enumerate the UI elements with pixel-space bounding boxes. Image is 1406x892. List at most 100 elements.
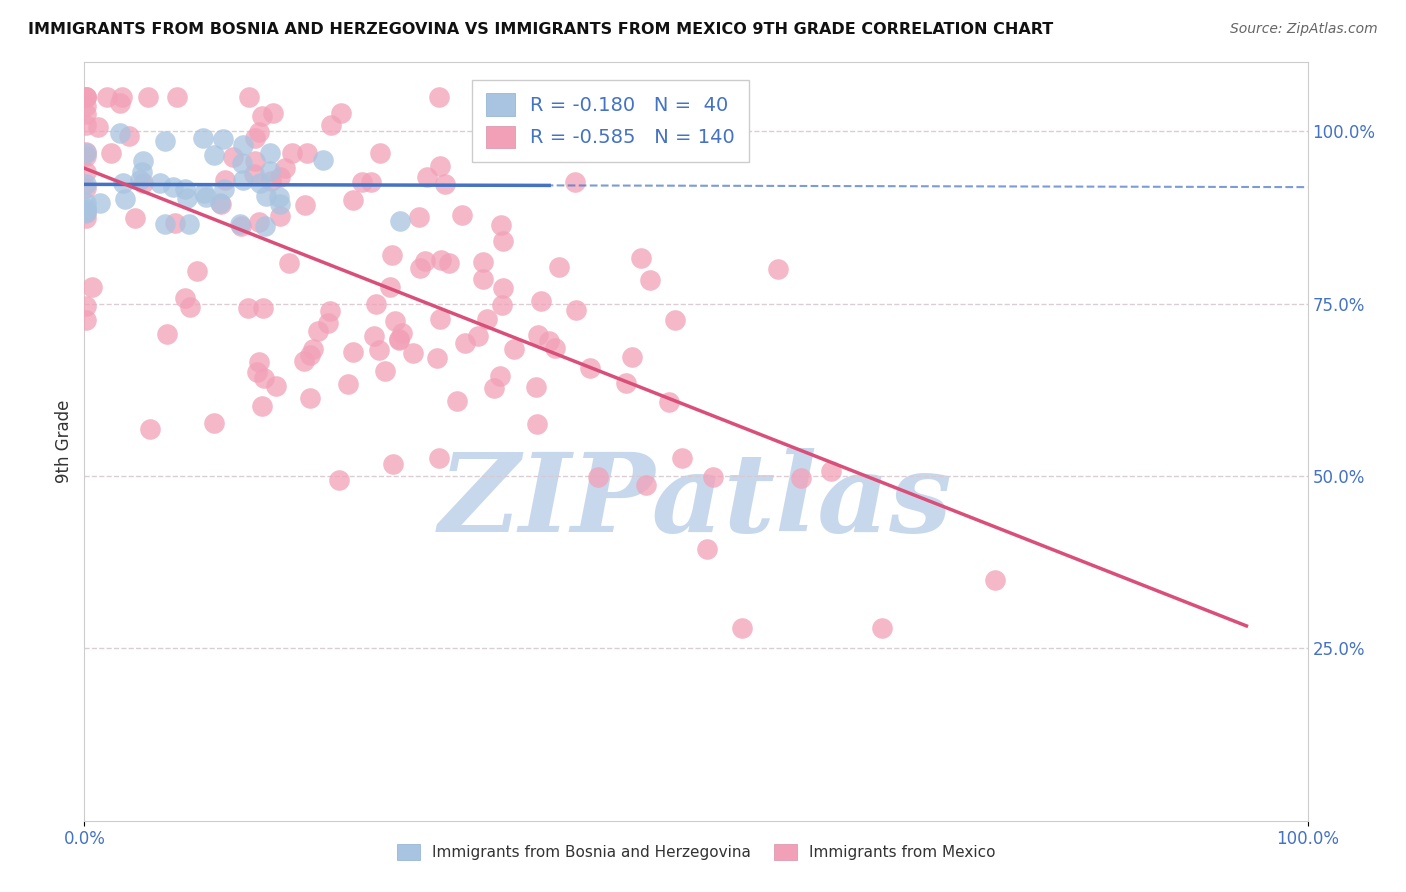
Point — [245, 131, 267, 145]
Point — [502, 342, 524, 356]
Point — [658, 394, 681, 409]
Point — [110, 96, 132, 111]
Point — [616, 376, 638, 391]
Point — [307, 324, 329, 338]
Point — [467, 329, 489, 343]
Point — [475, 312, 498, 326]
Point — [231, 156, 253, 170]
Point — [292, 353, 315, 368]
Text: Source: ZipAtlas.com: Source: ZipAtlas.com — [1230, 22, 1378, 37]
Point — [110, 126, 132, 140]
Point — [330, 106, 353, 120]
Point — [75, 196, 97, 211]
Point — [696, 541, 718, 556]
Point — [731, 621, 754, 635]
Point — [114, 192, 136, 206]
Point — [342, 193, 364, 207]
Point — [75, 206, 97, 220]
Point — [173, 291, 195, 305]
Point — [247, 355, 270, 369]
Point — [342, 344, 364, 359]
Point — [253, 370, 276, 384]
Point — [229, 217, 252, 231]
Point — [111, 90, 134, 104]
Point — [426, 351, 449, 366]
Point — [75, 149, 97, 163]
Point — [429, 160, 451, 174]
Point — [547, 260, 569, 274]
Point — [489, 218, 512, 232]
Point — [374, 364, 396, 378]
Point — [388, 333, 411, 347]
Point — [526, 417, 548, 431]
Point — [430, 252, 453, 267]
Point — [269, 209, 291, 223]
Point — [238, 90, 260, 104]
Point — [75, 145, 97, 160]
Point — [202, 148, 225, 162]
Point — [75, 107, 97, 121]
Point — [472, 272, 495, 286]
Point — [446, 394, 468, 409]
Point — [274, 161, 297, 175]
Point — [82, 280, 104, 294]
Point — [176, 191, 198, 205]
Point — [384, 314, 406, 328]
Point — [136, 90, 159, 104]
Point — [236, 301, 259, 316]
Point — [789, 470, 811, 484]
Point — [299, 391, 322, 405]
Point — [118, 129, 141, 144]
Point — [450, 208, 472, 222]
Point — [214, 173, 236, 187]
Point — [391, 326, 413, 340]
Point — [87, 120, 110, 134]
Point — [212, 182, 235, 196]
Point — [75, 180, 97, 194]
Point — [630, 251, 652, 265]
Point — [246, 365, 269, 379]
Point — [232, 137, 254, 152]
Point — [427, 451, 450, 466]
Point — [318, 316, 340, 330]
Point — [191, 131, 214, 145]
Point — [124, 211, 146, 226]
Point — [337, 377, 360, 392]
Point — [229, 219, 252, 234]
Point — [247, 125, 270, 139]
Point — [222, 150, 245, 164]
Point — [281, 145, 304, 160]
Point — [232, 173, 254, 187]
Point — [163, 217, 186, 231]
Point — [112, 177, 135, 191]
Point — [194, 190, 217, 204]
Point — [297, 146, 319, 161]
Point — [269, 197, 291, 211]
Point — [381, 247, 404, 261]
Point — [202, 417, 225, 431]
Point — [378, 280, 401, 294]
Point — [132, 176, 155, 190]
Point — [586, 470, 609, 484]
Point — [156, 327, 179, 342]
Point — [250, 400, 273, 414]
Point — [492, 234, 515, 248]
Point — [162, 180, 184, 194]
Point — [564, 176, 586, 190]
Point — [132, 153, 155, 168]
Point — [312, 153, 335, 167]
Point — [75, 145, 97, 159]
Point — [209, 197, 232, 211]
Point — [388, 213, 411, 227]
Point — [984, 574, 1007, 588]
Point — [416, 169, 439, 184]
Legend: Immigrants from Bosnia and Herzegovina, Immigrants from Mexico: Immigrants from Bosnia and Herzegovina, … — [391, 838, 1001, 866]
Point — [537, 334, 560, 348]
Point — [491, 298, 513, 312]
Point — [301, 343, 323, 357]
Point — [634, 478, 657, 492]
Point — [702, 469, 724, 483]
Point — [179, 300, 201, 314]
Point — [471, 255, 494, 269]
Point — [492, 281, 515, 295]
